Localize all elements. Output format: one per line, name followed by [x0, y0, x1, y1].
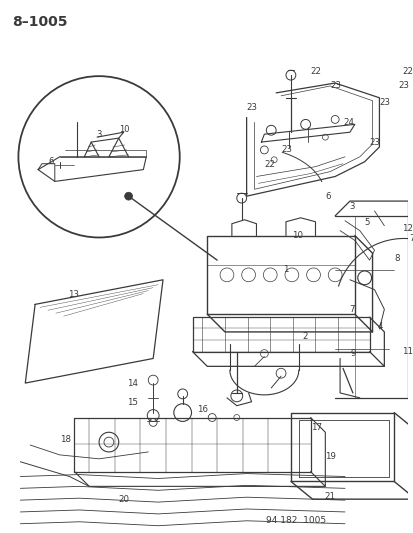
Text: 94 182  1005: 94 182 1005 [266, 516, 325, 526]
Text: 10: 10 [119, 125, 129, 134]
Text: 23: 23 [330, 80, 340, 90]
Text: 12: 12 [401, 224, 412, 233]
Text: 23: 23 [397, 80, 408, 90]
Text: 10: 10 [291, 231, 302, 240]
Text: 19: 19 [325, 453, 335, 462]
Text: 23: 23 [379, 98, 389, 107]
Text: 8: 8 [393, 254, 399, 263]
Text: 22: 22 [310, 67, 321, 76]
Text: 6: 6 [48, 157, 53, 166]
Text: 11: 11 [401, 347, 412, 356]
Text: 7: 7 [408, 234, 413, 243]
Text: 17: 17 [310, 423, 321, 432]
Text: 16: 16 [197, 405, 208, 414]
Text: 23: 23 [369, 138, 380, 147]
Text: 18: 18 [59, 434, 71, 443]
Text: 22: 22 [263, 160, 275, 169]
Text: 20: 20 [119, 495, 129, 504]
Text: 9: 9 [350, 349, 356, 358]
Text: 3: 3 [96, 130, 101, 139]
Text: 21: 21 [324, 492, 335, 500]
Text: 5: 5 [364, 218, 369, 227]
Text: 4: 4 [377, 322, 382, 332]
Text: 24: 24 [342, 118, 353, 127]
Text: 23: 23 [280, 146, 291, 155]
Text: 8–1005: 8–1005 [12, 15, 68, 29]
Text: 2: 2 [302, 333, 307, 341]
Text: 15: 15 [126, 398, 137, 407]
Circle shape [124, 192, 132, 200]
Text: 14: 14 [126, 378, 137, 387]
Text: 1: 1 [282, 265, 288, 274]
Text: 23: 23 [246, 103, 257, 112]
Text: 22: 22 [401, 67, 412, 76]
Text: 6: 6 [325, 192, 330, 200]
Text: 3: 3 [348, 201, 354, 211]
Text: 7: 7 [348, 305, 354, 314]
Text: 13: 13 [67, 290, 78, 299]
